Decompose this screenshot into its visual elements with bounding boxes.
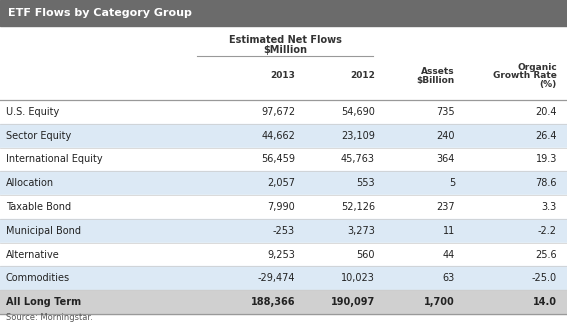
- Text: 25.6: 25.6: [535, 250, 557, 260]
- Text: 2013: 2013: [270, 71, 295, 80]
- Text: 735: 735: [437, 107, 455, 117]
- Text: Taxable Bond: Taxable Bond: [6, 202, 71, 212]
- Text: -29,474: -29,474: [257, 273, 295, 283]
- Text: 23,109: 23,109: [341, 131, 375, 141]
- Text: -253: -253: [273, 226, 295, 236]
- Text: Organic: Organic: [517, 64, 557, 72]
- Text: $Million: $Million: [263, 45, 307, 55]
- Bar: [0, 0, 567, 26]
- Text: Assets: Assets: [421, 68, 455, 76]
- Text: 44,662: 44,662: [261, 131, 295, 141]
- Text: 5: 5: [448, 178, 455, 188]
- Text: 56,459: 56,459: [261, 155, 295, 165]
- Text: 97,672: 97,672: [261, 107, 295, 117]
- Text: 188,366: 188,366: [251, 297, 295, 307]
- Text: 190,097: 190,097: [331, 297, 375, 307]
- Bar: [0, 243, 567, 266]
- Bar: [0, 219, 567, 243]
- Bar: [0, 195, 567, 219]
- Text: (%): (%): [540, 79, 557, 88]
- Bar: [0, 100, 567, 124]
- Text: 2,057: 2,057: [267, 178, 295, 188]
- Bar: [0, 266, 567, 290]
- Text: Estimated Net Flows: Estimated Net Flows: [229, 35, 341, 45]
- Text: International Equity: International Equity: [6, 155, 103, 165]
- Text: 44: 44: [443, 250, 455, 260]
- Text: 52,126: 52,126: [341, 202, 375, 212]
- Text: -2.2: -2.2: [538, 226, 557, 236]
- Bar: [0, 148, 567, 171]
- Text: Source: Morningstar.: Source: Morningstar.: [6, 313, 93, 322]
- Text: 3.3: 3.3: [541, 202, 557, 212]
- Text: 560: 560: [357, 250, 375, 260]
- Text: Alternative: Alternative: [6, 250, 60, 260]
- Text: 11: 11: [443, 226, 455, 236]
- Text: 20.4: 20.4: [535, 107, 557, 117]
- Bar: [0, 290, 567, 314]
- Text: 78.6: 78.6: [535, 178, 557, 188]
- Text: 3,273: 3,273: [347, 226, 375, 236]
- Text: U.S. Equity: U.S. Equity: [6, 107, 59, 117]
- Text: 10,023: 10,023: [341, 273, 375, 283]
- Text: 63: 63: [443, 273, 455, 283]
- Text: All Long Term: All Long Term: [6, 297, 81, 307]
- Text: Municipal Bond: Municipal Bond: [6, 226, 81, 236]
- Text: Sector Equity: Sector Equity: [6, 131, 71, 141]
- Text: 240: 240: [437, 131, 455, 141]
- Text: -25.0: -25.0: [532, 273, 557, 283]
- Text: 54,690: 54,690: [341, 107, 375, 117]
- Text: $Billion: $Billion: [417, 75, 455, 84]
- Text: 237: 237: [437, 202, 455, 212]
- Text: 9,253: 9,253: [267, 250, 295, 260]
- Text: ETF Flows by Category Group: ETF Flows by Category Group: [8, 8, 192, 18]
- Text: 7,990: 7,990: [267, 202, 295, 212]
- Text: Allocation: Allocation: [6, 178, 54, 188]
- Text: 14.0: 14.0: [533, 297, 557, 307]
- Text: Growth Rate: Growth Rate: [493, 71, 557, 80]
- Bar: [0, 124, 567, 148]
- Text: 2012: 2012: [350, 71, 375, 80]
- Text: Commodities: Commodities: [6, 273, 70, 283]
- Bar: [0, 171, 567, 195]
- Text: 1,700: 1,700: [424, 297, 455, 307]
- Text: 26.4: 26.4: [535, 131, 557, 141]
- Text: 45,763: 45,763: [341, 155, 375, 165]
- Text: 553: 553: [357, 178, 375, 188]
- Text: 19.3: 19.3: [536, 155, 557, 165]
- Text: 364: 364: [437, 155, 455, 165]
